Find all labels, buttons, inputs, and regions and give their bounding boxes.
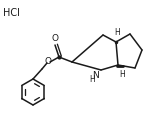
Text: O: O	[45, 57, 52, 66]
Text: H: H	[89, 75, 95, 84]
Text: O: O	[52, 34, 58, 43]
Text: H: H	[119, 70, 125, 79]
Text: N: N	[92, 71, 99, 80]
Text: HCl: HCl	[3, 8, 20, 18]
Text: H: H	[114, 28, 120, 37]
